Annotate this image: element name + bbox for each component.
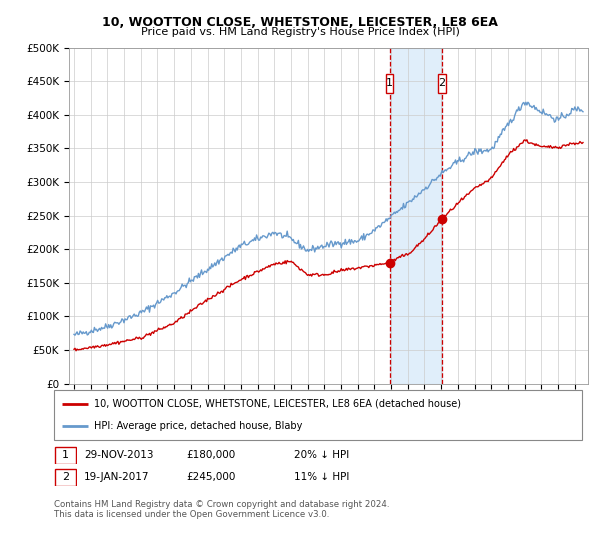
Text: 1: 1 <box>62 450 69 460</box>
Text: 10, WOOTTON CLOSE, WHETSTONE, LEICESTER, LE8 6EA (detached house): 10, WOOTTON CLOSE, WHETSTONE, LEICESTER,… <box>94 399 461 409</box>
Text: 10, WOOTTON CLOSE, WHETSTONE, LEICESTER, LE8 6EA: 10, WOOTTON CLOSE, WHETSTONE, LEICESTER,… <box>102 16 498 29</box>
Text: HPI: Average price, detached house, Blaby: HPI: Average price, detached house, Blab… <box>94 421 302 431</box>
FancyBboxPatch shape <box>55 469 76 486</box>
Text: £245,000: £245,000 <box>186 472 235 482</box>
Text: Contains HM Land Registry data © Crown copyright and database right 2024.
This d: Contains HM Land Registry data © Crown c… <box>54 500 389 519</box>
Text: 2: 2 <box>439 78 446 88</box>
Text: £180,000: £180,000 <box>186 450 235 460</box>
Text: 20% ↓ HPI: 20% ↓ HPI <box>294 450 349 460</box>
Bar <box>389 48 442 384</box>
FancyBboxPatch shape <box>438 74 446 92</box>
FancyBboxPatch shape <box>386 74 394 92</box>
FancyBboxPatch shape <box>55 447 76 464</box>
Text: 1: 1 <box>386 78 393 88</box>
Text: 19-JAN-2017: 19-JAN-2017 <box>84 472 149 482</box>
Text: 2: 2 <box>62 472 69 482</box>
Text: 11% ↓ HPI: 11% ↓ HPI <box>294 472 349 482</box>
Text: Price paid vs. HM Land Registry's House Price Index (HPI): Price paid vs. HM Land Registry's House … <box>140 27 460 37</box>
FancyBboxPatch shape <box>54 390 582 440</box>
Text: 29-NOV-2013: 29-NOV-2013 <box>84 450 154 460</box>
